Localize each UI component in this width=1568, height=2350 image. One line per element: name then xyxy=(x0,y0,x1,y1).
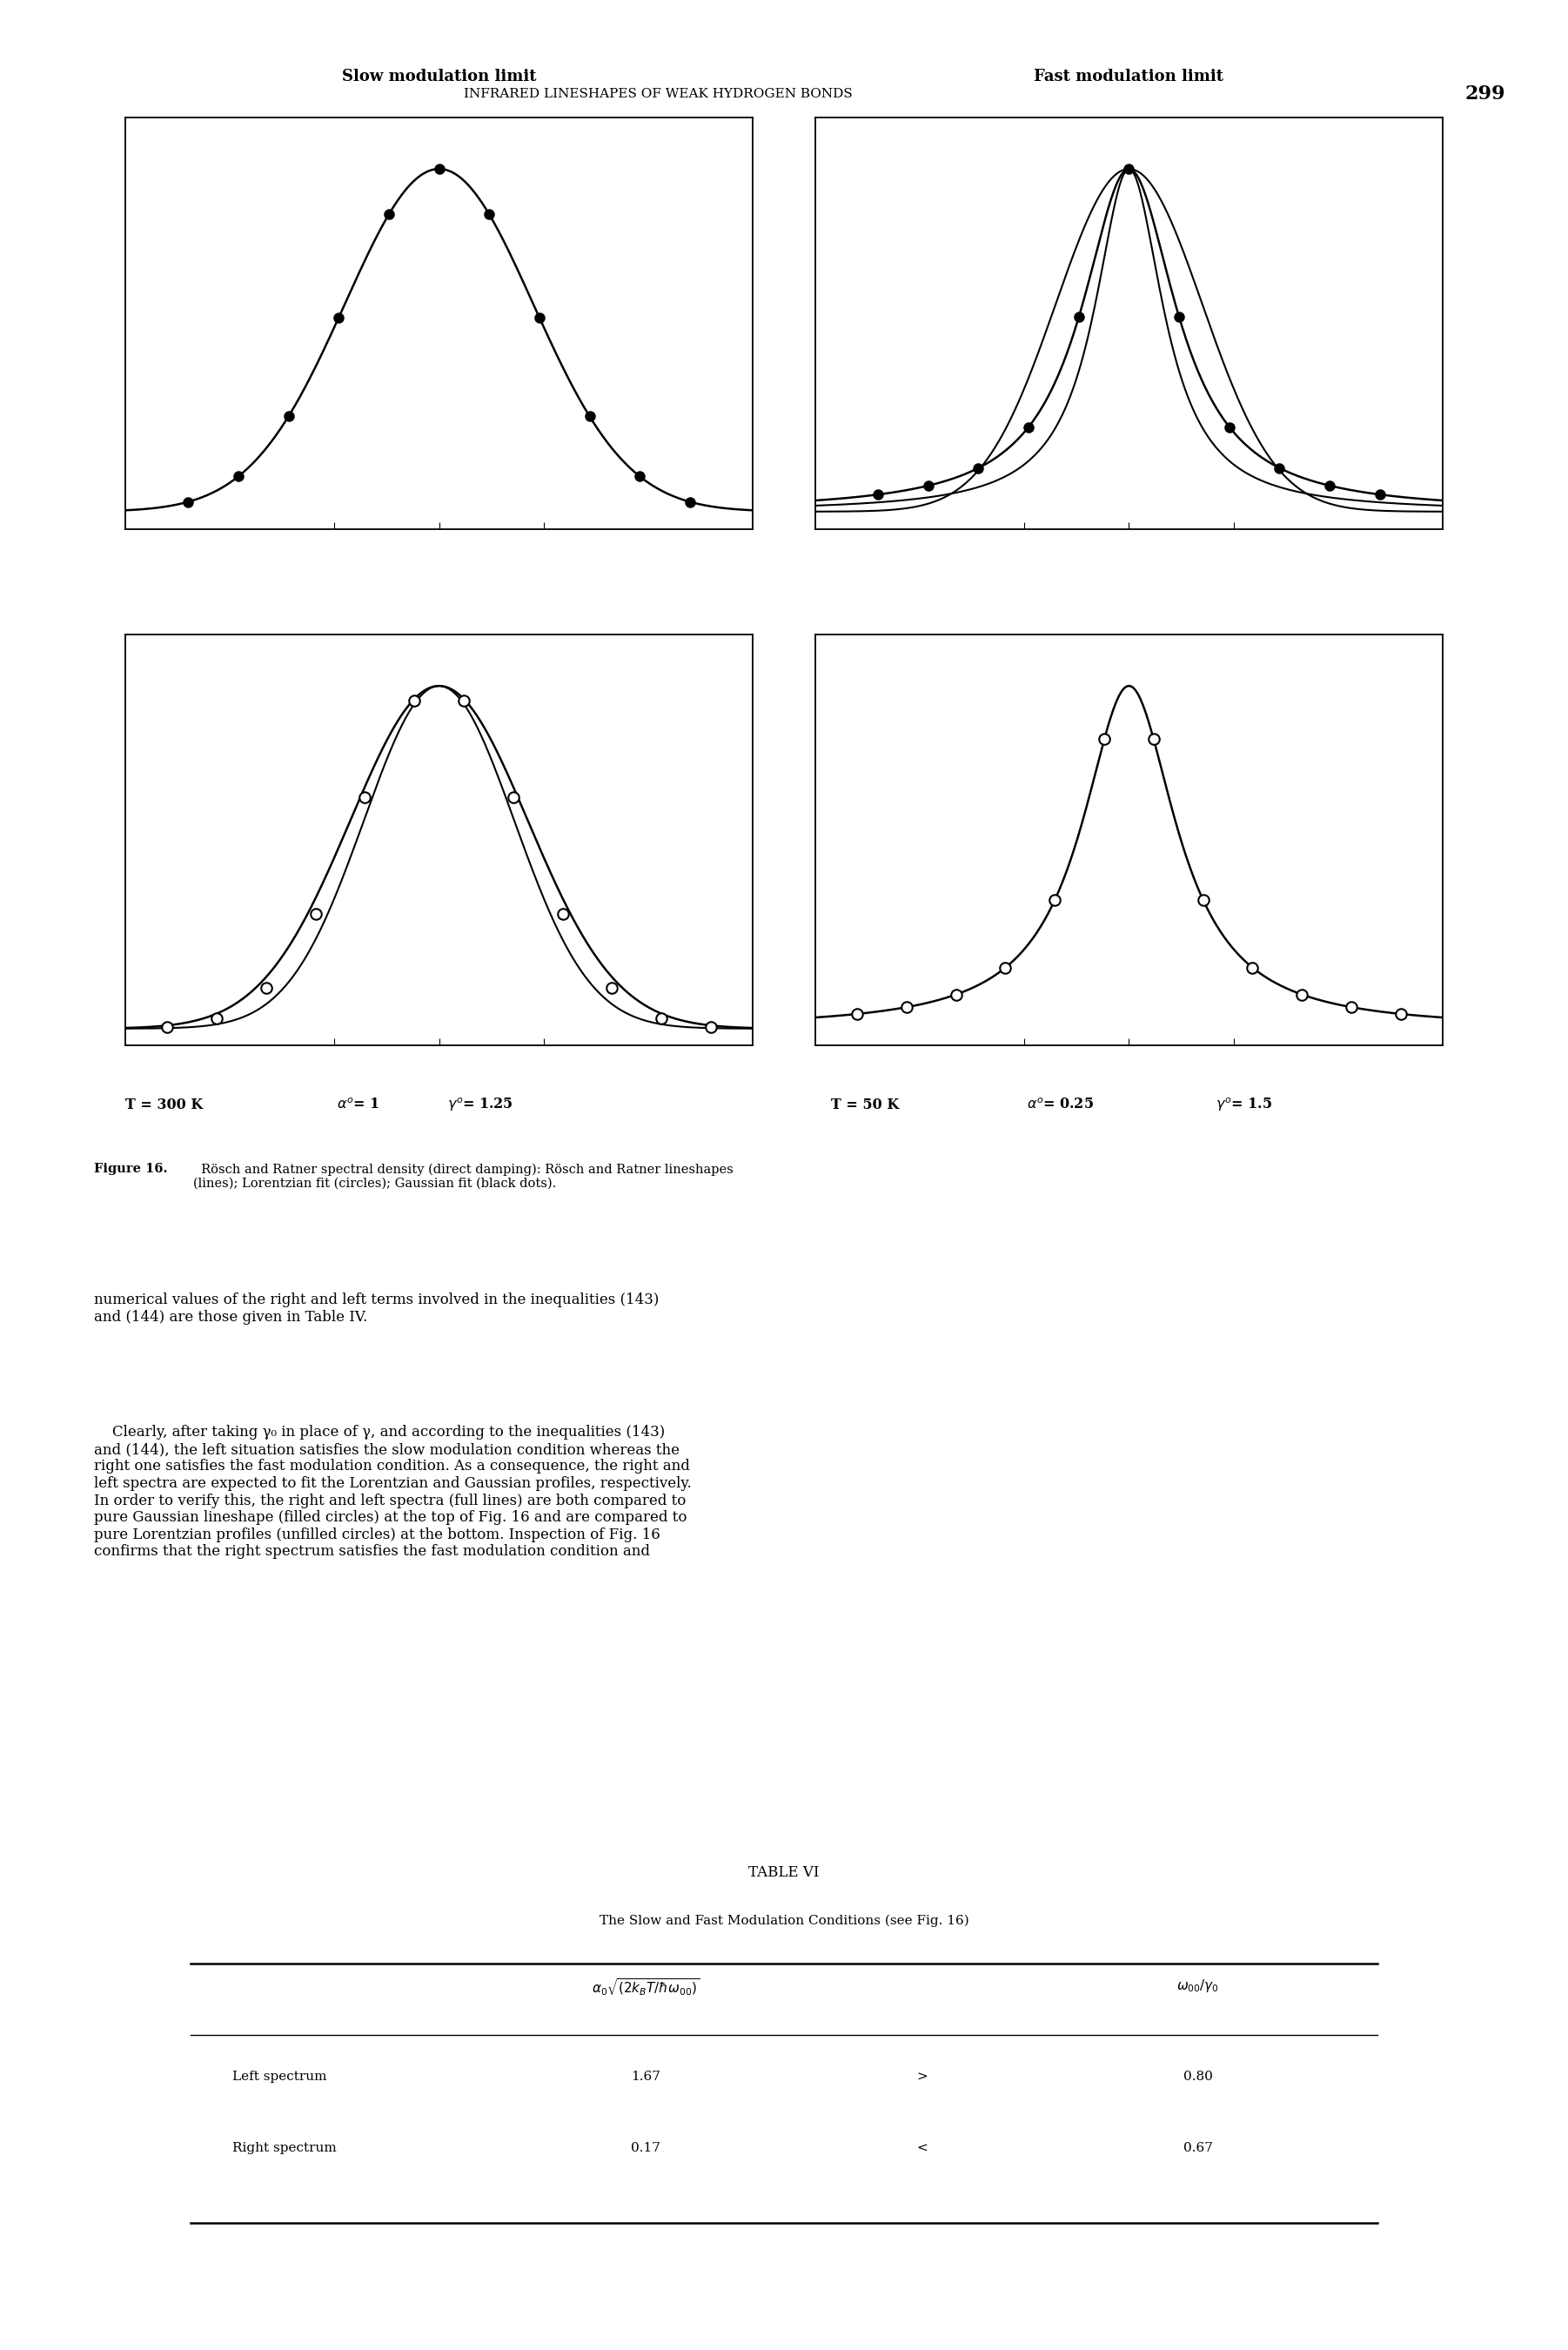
Text: $\gamma^o$= 1.25: $\gamma^o$= 1.25 xyxy=(447,1095,513,1114)
Text: $\alpha^o$= 1: $\alpha^o$= 1 xyxy=(337,1097,379,1112)
Text: $\omega_{00}/\gamma_0$: $\omega_{00}/\gamma_0$ xyxy=(1176,1976,1220,1993)
Text: Left spectrum: Left spectrum xyxy=(232,2070,326,2082)
Text: Figure 16.: Figure 16. xyxy=(94,1163,168,1175)
Text: T = 300 K: T = 300 K xyxy=(125,1097,204,1112)
Text: T = 50 K: T = 50 K xyxy=(831,1097,898,1112)
Text: 0.67: 0.67 xyxy=(1184,2143,1212,2155)
Text: Clearly, after taking γ₀ in place of γ, and according to the inequalities (143)
: Clearly, after taking γ₀ in place of γ, … xyxy=(94,1424,691,1560)
Text: numerical values of the right and left terms involved in the inequalities (143)
: numerical values of the right and left t… xyxy=(94,1293,659,1325)
Text: TABLE VI: TABLE VI xyxy=(748,1866,820,1880)
Text: 0.80: 0.80 xyxy=(1184,2070,1212,2082)
Text: Fast modulation limit: Fast modulation limit xyxy=(1035,68,1223,85)
Text: The Slow and Fast Modulation Conditions (see Fig. 16): The Slow and Fast Modulation Conditions … xyxy=(599,1915,969,1927)
Text: >: > xyxy=(916,2070,928,2082)
Text: $\alpha^o$= 0.25: $\alpha^o$= 0.25 xyxy=(1027,1097,1094,1112)
Text: Right spectrum: Right spectrum xyxy=(232,2143,336,2155)
Text: Slow modulation limit: Slow modulation limit xyxy=(342,68,536,85)
Text: 0.17: 0.17 xyxy=(632,2143,660,2155)
Text: 299: 299 xyxy=(1465,85,1505,103)
Text: $\gamma^o$= 1.5: $\gamma^o$= 1.5 xyxy=(1215,1095,1272,1114)
Text: 1.67: 1.67 xyxy=(632,2070,660,2082)
Text: <: < xyxy=(916,2143,928,2155)
Text: Rösch and Ratner spectral density (direct damping): Rösch and Ratner lineshapes
: Rösch and Ratner spectral density (direc… xyxy=(193,1163,734,1189)
Text: INFRARED LINESHAPES OF WEAK HYDROGEN BONDS: INFRARED LINESHAPES OF WEAK HYDROGEN BON… xyxy=(464,87,853,101)
Text: $\alpha_0\sqrt{(2k_BT/\hbar\omega_{00})}$: $\alpha_0\sqrt{(2k_BT/\hbar\omega_{00})}… xyxy=(593,1976,699,1998)
